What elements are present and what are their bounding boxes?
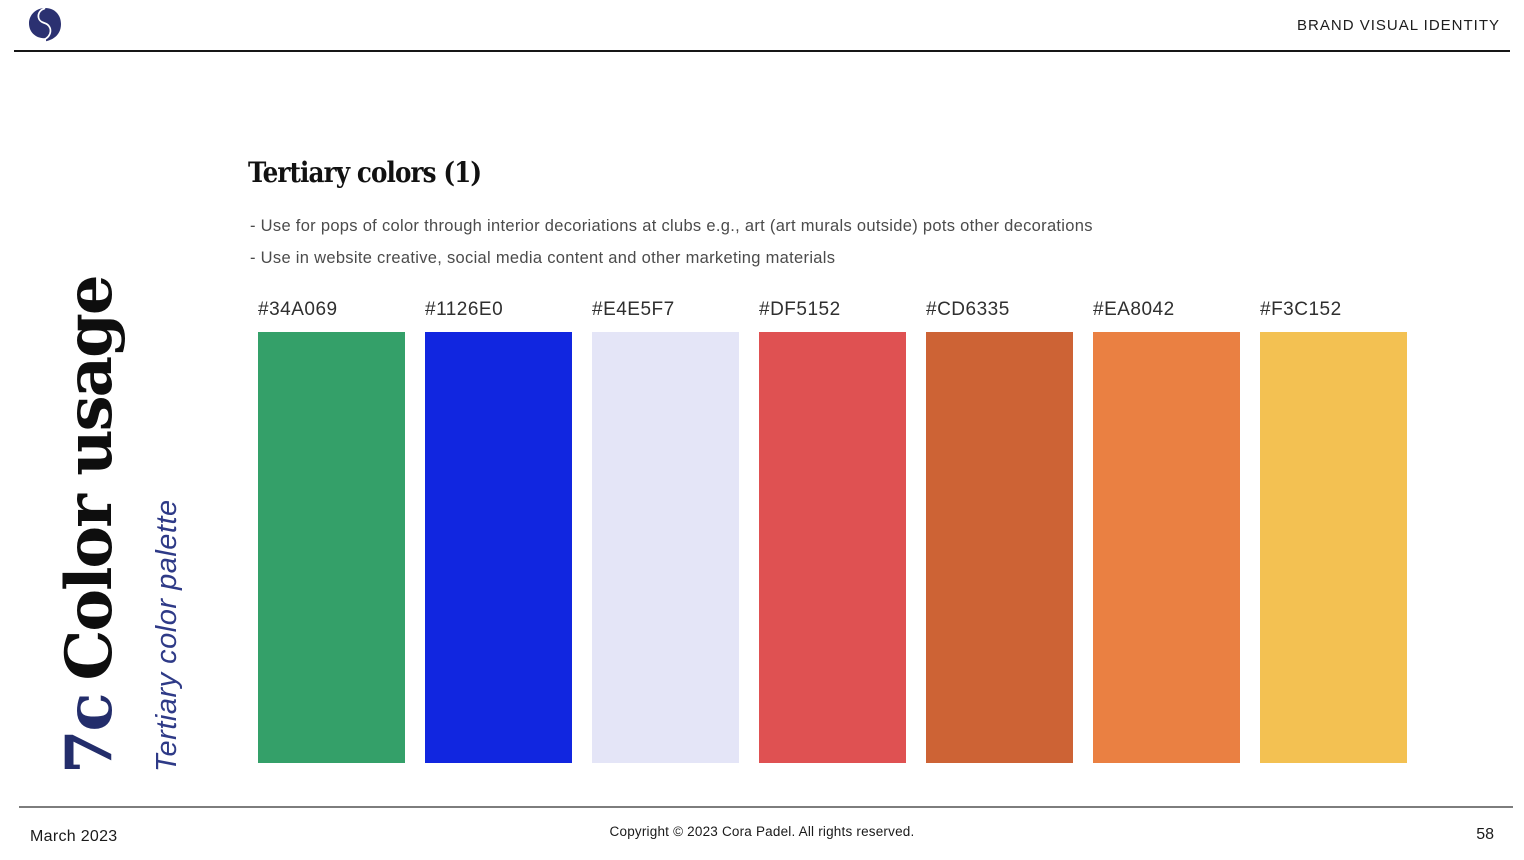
- color-swatch: [425, 332, 572, 763]
- swatch-column: #F3C152: [1260, 299, 1407, 763]
- color-swatch: [926, 332, 1073, 763]
- color-swatch: [258, 332, 405, 763]
- usage-note-line: - Use for pops of color through interior…: [250, 217, 1093, 235]
- swatch-column: #EA8042: [1093, 299, 1240, 763]
- color-swatch: [592, 332, 739, 763]
- footer-date: March 2023: [30, 828, 118, 845]
- footer-page-number: 58: [1476, 826, 1494, 843]
- swatch-hex-label: #DF5152: [759, 299, 841, 320]
- header-divider: [14, 50, 1510, 52]
- footer-copyright: Copyright © 2023 Cora Padel. All rights …: [609, 824, 915, 839]
- swatch-hex-label: #CD6335: [926, 299, 1010, 320]
- swatch-column: #34A069: [258, 299, 405, 763]
- swatch-column: #CD6335: [926, 299, 1073, 763]
- header-brand-label: BRAND VISUAL IDENTITY: [1297, 17, 1500, 34]
- swatch-column: #E4E5F7: [592, 299, 739, 763]
- brand-logo-icon: [27, 7, 63, 42]
- color-swatch: [1093, 332, 1240, 763]
- usage-notes: - Use for pops of color through interior…: [250, 210, 1093, 274]
- swatch-column: #DF5152: [759, 299, 906, 763]
- swatch-hex-label: #1126E0: [425, 299, 504, 320]
- color-swatch: [759, 332, 906, 763]
- swatch-hex-label: #34A069: [258, 299, 338, 320]
- section-vertical-subtitle: Tertiary color palette: [151, 499, 183, 772]
- swatch-column: #1126E0: [425, 299, 572, 763]
- color-swatch: [1260, 332, 1407, 763]
- footer-divider: [19, 806, 1513, 808]
- swatch-hex-label: #E4E5F7: [592, 299, 675, 320]
- palette-row: #34A069 #1126E0 #E4E5F7 #DF5152 #CD6335 #EA80…: [258, 299, 1407, 763]
- section-title: Color usage: [52, 276, 127, 681]
- swatch-hex-label: #EA8042: [1093, 299, 1175, 320]
- section-number: 7c: [52, 694, 127, 775]
- section-vertical-title: 7c Color usage: [52, 276, 127, 774]
- usage-note-line: - Use in website creative, social media …: [250, 249, 836, 267]
- page-title: Tertiary colors (1): [248, 156, 482, 189]
- swatch-hex-label: #F3C152: [1260, 299, 1342, 320]
